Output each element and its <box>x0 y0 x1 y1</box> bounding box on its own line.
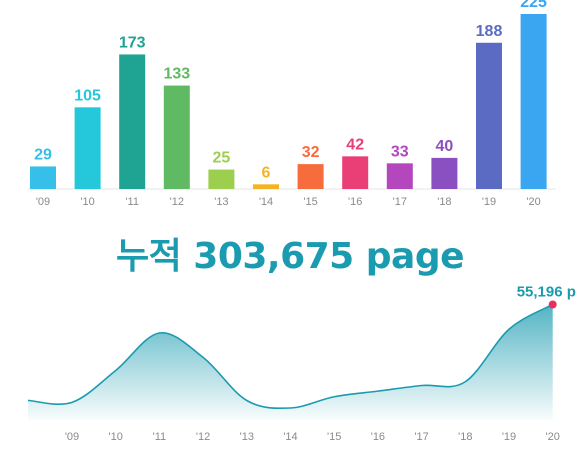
headline-unit: page <box>365 236 465 277</box>
area-tick-label-0: '09 <box>65 431 79 443</box>
area-tick-label-5: '14 <box>283 431 297 443</box>
bar-tick-label-5: '14 <box>259 196 273 208</box>
bar-value-label-7: 42 <box>346 136 364 153</box>
cumulative-total-headline: 누적 303,675 page <box>0 232 580 282</box>
area-tick-label-4: '13 <box>240 431 254 443</box>
bar-value-label-6: 32 <box>302 144 320 161</box>
bar-1 <box>74 107 101 189</box>
area-end-label: 55,196 p <box>517 284 576 301</box>
bar-tick-label-7: '16 <box>348 196 362 208</box>
area-tick-label-11: '20 <box>546 431 560 443</box>
area-tick-label-2: '11 <box>153 431 167 443</box>
area-fill <box>28 304 553 420</box>
bar-tick-label-1: '10 <box>80 196 94 208</box>
cumulative-area-chart: '09 '10 '11 '12 '13 '14 '15 '16 '17 '18 '19 '20 55,1… <box>27 284 576 443</box>
area-tick-label-8: '17 <box>414 431 428 443</box>
bar-2 <box>119 54 146 189</box>
area-tick-label-7: '16 <box>371 431 385 443</box>
bar-3 <box>163 85 190 189</box>
headline-prefix: 누적 <box>115 236 182 277</box>
bar-value-label-5: 6 <box>262 164 271 181</box>
bar-value-label-0: 29 <box>34 146 52 163</box>
bar-value-label-10: 188 <box>476 23 503 40</box>
bar-0 <box>30 166 56 189</box>
bar-value-label-8: 33 <box>391 143 409 160</box>
bar-10 <box>476 42 502 190</box>
bar-tick-label-2: '11 <box>125 196 139 208</box>
bar-value-label-4: 25 <box>213 150 231 167</box>
bar-tick-label-3: '12 <box>170 196 184 208</box>
bar-6 <box>297 164 324 189</box>
bar-tick-label-8: '17 <box>393 196 407 208</box>
bar-value-label-11: 225 <box>520 0 547 11</box>
bar-4 <box>208 169 235 189</box>
area-tick-label-3: '12 <box>196 431 210 443</box>
bar-value-label-9: 40 <box>436 138 454 155</box>
bar-8 <box>386 163 413 189</box>
bar-5 <box>253 184 279 189</box>
yearly-bar-chart: 29 '09 105 '10 173 '11 133 '12 25 '13 6 '14 32 '15 42 '… <box>28 0 556 208</box>
area-tick-label-1: '10 <box>109 431 123 443</box>
bar-9 <box>431 157 458 189</box>
bar-tick-label-11: '20 <box>526 196 540 208</box>
bar-value-label-2: 173 <box>119 34 146 51</box>
area-line <box>27 303 554 410</box>
bar-value-label-1: 105 <box>74 87 101 104</box>
area-tick-label-10: '19 <box>502 431 516 443</box>
headline-value: 303,675 <box>193 236 354 277</box>
bar-tick-label-9: '18 <box>437 196 451 208</box>
bar-11 <box>520 14 547 189</box>
bar-tick-label-4: '13 <box>214 196 228 208</box>
area-tick-label-6: '15 <box>327 431 341 443</box>
area-tick-label-9: '18 <box>458 431 472 443</box>
bar-7 <box>342 156 369 189</box>
bar-tick-label-0: '09 <box>36 196 50 208</box>
bar-tick-label-6: '15 <box>303 196 317 208</box>
area-end-marker <box>548 300 557 309</box>
bar-tick-label-10: '19 <box>482 196 496 208</box>
bar-value-label-3: 133 <box>163 66 190 83</box>
